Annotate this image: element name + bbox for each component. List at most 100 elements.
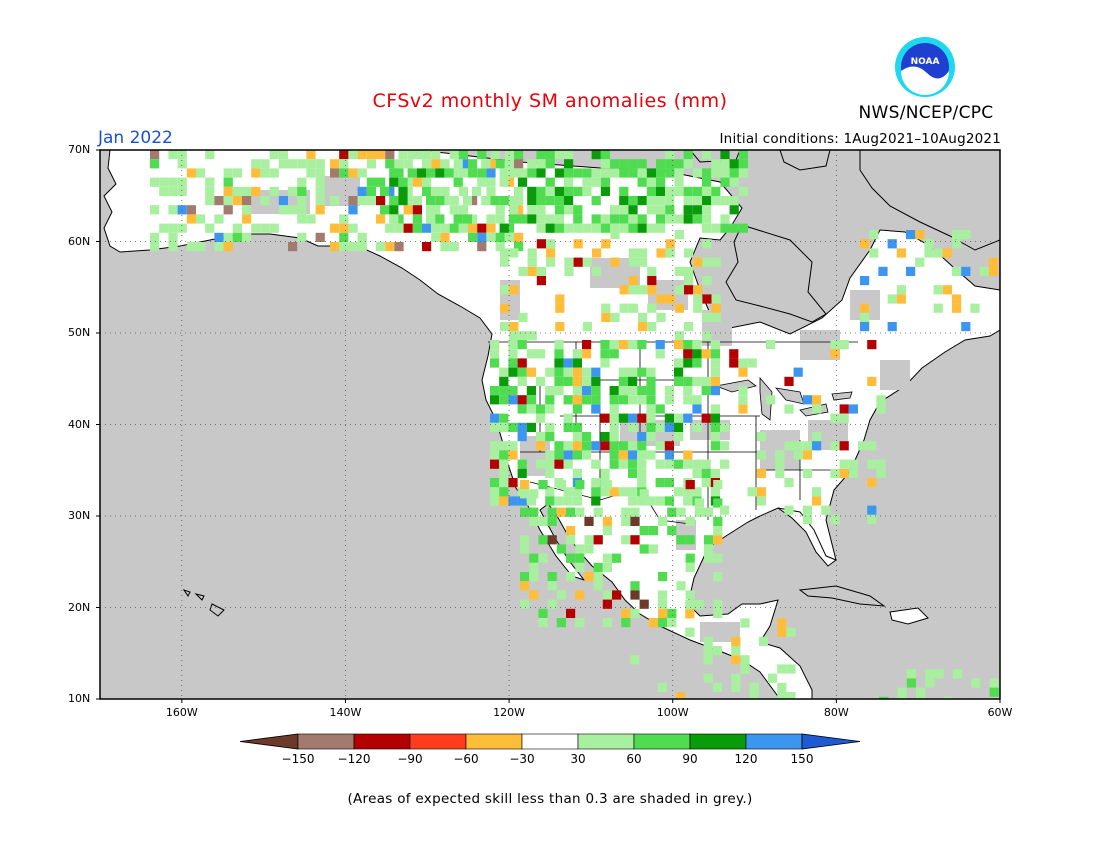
anomaly-cell <box>610 168 620 178</box>
anomaly-cell <box>517 432 527 442</box>
anomaly-cell <box>499 478 509 488</box>
anomaly-cell <box>720 177 730 187</box>
anomaly-cell <box>738 159 748 169</box>
anomaly-cell <box>712 682 722 692</box>
anomaly-cell <box>591 487 601 497</box>
anomaly-cell <box>330 223 340 233</box>
anomaly-cell <box>554 186 564 196</box>
anomaly-cell <box>348 242 358 252</box>
anomaly-cell <box>839 404 849 414</box>
anomaly-cell <box>860 239 870 249</box>
anomaly-cell <box>288 186 298 196</box>
anomaly-cell <box>676 581 686 591</box>
chart-title: CFSv2 monthly SM anomalies (mm) <box>372 90 728 112</box>
anomaly-cell <box>490 413 500 423</box>
anomaly-cell <box>684 285 694 295</box>
anomaly-cell <box>545 459 555 469</box>
anomaly-cell <box>657 682 667 692</box>
anomaly-cell <box>619 159 629 169</box>
anomaly-cell <box>582 367 592 377</box>
anomaly-cell <box>526 367 536 377</box>
anomaly-cell <box>394 223 404 233</box>
anomaly-cell <box>575 562 585 572</box>
anomaly-cell <box>223 168 233 178</box>
anomaly-cell <box>793 450 803 460</box>
anomaly-cell <box>646 496 656 506</box>
anomaly-cell <box>514 186 524 196</box>
anomaly-cell <box>223 196 233 206</box>
anomaly-cell <box>150 159 160 169</box>
anomaly-cell <box>713 516 723 526</box>
anomaly-cell <box>630 608 640 618</box>
anomaly-cell <box>486 214 496 224</box>
anomaly-cell <box>802 450 812 460</box>
anomaly-cell <box>538 480 548 490</box>
anomaly-cell <box>664 441 674 451</box>
anomaly-cell <box>802 441 812 451</box>
colorbar-tick-label: 120 <box>734 752 758 766</box>
anomaly-cell <box>786 627 796 637</box>
anomaly-cell <box>517 496 527 506</box>
anomaly-cell <box>376 214 386 224</box>
anomaly-cell <box>621 618 631 628</box>
anomaly-cell <box>481 196 491 206</box>
anomaly-cell <box>683 340 693 350</box>
anomaly-cell <box>536 432 546 442</box>
anomaly-cell <box>435 168 445 178</box>
anomaly-cell <box>693 294 703 304</box>
anomaly-cell <box>508 214 518 224</box>
anomaly-cell <box>887 294 897 304</box>
anomaly-cell <box>490 395 500 405</box>
anomaly-cell <box>150 232 160 242</box>
anomaly-cell <box>692 349 702 359</box>
anomaly-cell <box>545 150 555 160</box>
anomaly-cell <box>499 196 509 206</box>
anomaly-cell <box>563 441 573 451</box>
anomaly-cell <box>584 544 594 554</box>
anomaly-cell <box>674 413 684 423</box>
anomaly-cell <box>306 168 316 178</box>
anomaly-cell <box>486 232 496 242</box>
anomaly-cell <box>376 177 386 187</box>
anomaly-cell <box>600 358 610 368</box>
anomaly-cell <box>232 232 242 242</box>
anomaly-cell <box>297 177 307 187</box>
anomaly-cell <box>458 150 468 160</box>
anomaly-cell <box>514 242 524 252</box>
anomaly-cell <box>777 682 787 692</box>
anomaly-cell <box>729 223 739 233</box>
anomaly-cell <box>504 159 514 169</box>
anomaly-cell <box>860 276 870 286</box>
anomaly-cell <box>168 242 178 252</box>
anomaly-cell <box>536 150 546 160</box>
anomaly-cell <box>472 186 482 196</box>
anomaly-cell <box>526 386 536 396</box>
anomaly-cell <box>499 413 509 423</box>
anomaly-cell <box>665 205 675 215</box>
anomaly-cell <box>674 159 684 169</box>
anomaly-cell <box>214 214 224 224</box>
anomaly-cell <box>269 150 279 160</box>
anomaly-cell <box>637 441 647 451</box>
anomaly-cell <box>610 257 620 267</box>
anomaly-cell <box>214 242 224 252</box>
anomaly-cell <box>712 646 722 656</box>
anomaly-cell <box>602 590 612 600</box>
anomaly-cell <box>269 168 279 178</box>
anomaly-cell <box>692 459 702 469</box>
anomaly-cell <box>545 422 555 432</box>
anomaly-cell <box>701 478 711 488</box>
anomaly-cell <box>357 150 367 160</box>
anomaly-cell <box>683 459 693 469</box>
colorbar-tick-label: −60 <box>453 752 479 766</box>
anomaly-cell <box>674 186 684 196</box>
anomaly-cell <box>242 205 252 215</box>
anomaly-cell <box>385 150 395 160</box>
anomaly-cell <box>394 168 404 178</box>
anomaly-cell <box>713 553 723 563</box>
anomaly-cell <box>656 223 666 233</box>
anomaly-cell <box>637 432 647 442</box>
anomaly-cell <box>656 196 666 206</box>
anomaly-cell <box>692 468 702 478</box>
anomaly-cell <box>655 496 665 506</box>
